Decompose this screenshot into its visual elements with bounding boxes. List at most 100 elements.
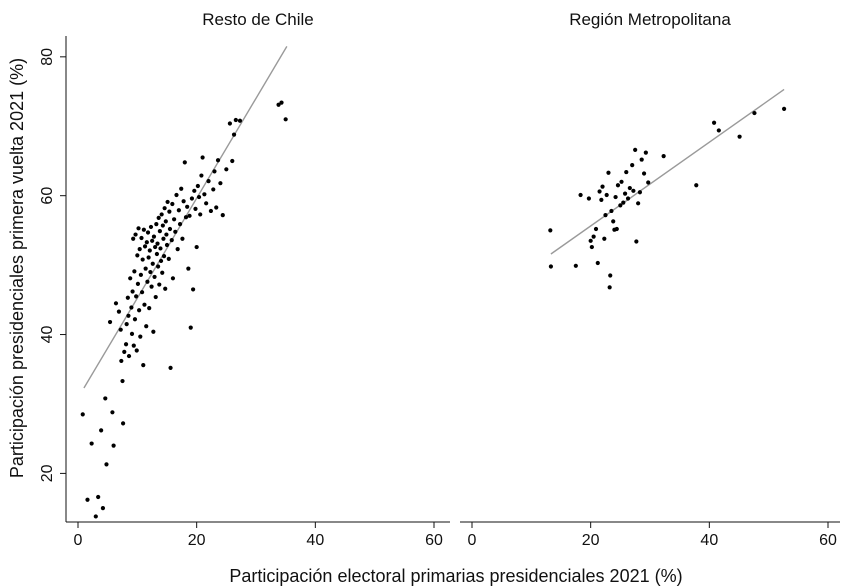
data-point [135, 253, 140, 258]
data-point [149, 284, 154, 289]
data-point [227, 121, 232, 126]
y-tick-label: 60 [39, 187, 56, 205]
data-point [103, 396, 108, 401]
data-point [174, 192, 179, 198]
data-point [199, 173, 204, 178]
data-point [122, 349, 127, 354]
data-point [599, 197, 604, 202]
data-point [224, 167, 229, 172]
data-point [104, 462, 109, 467]
data-point [141, 227, 146, 232]
data-point [195, 183, 200, 189]
data-point [230, 158, 235, 164]
data-point [172, 217, 177, 222]
data-point [175, 247, 180, 252]
data-point [147, 248, 152, 253]
x-tick-label: 0 [468, 532, 477, 549]
panel-title-resto-de-chile: Resto de Chile [202, 10, 314, 29]
data-point [586, 196, 591, 201]
data-point [204, 201, 209, 206]
data-point [85, 497, 90, 502]
data-point [150, 261, 155, 266]
data-point [613, 194, 618, 200]
data-point [752, 110, 757, 116]
data-point [621, 200, 626, 205]
data-point [123, 342, 129, 347]
data-point [170, 201, 175, 207]
right-axis-ticks: 0 20 40 60 [468, 522, 837, 549]
panel-resto-de-chile: Resto de Chile 0 20 40 60 20 40 60 80 [39, 10, 450, 549]
data-point [160, 270, 165, 275]
data-point [154, 222, 159, 227]
data-point [206, 179, 211, 184]
data-point [283, 117, 288, 122]
data-point [603, 213, 608, 218]
data-point [116, 309, 122, 314]
data-point [170, 276, 176, 281]
data-point [138, 272, 143, 277]
data-point [157, 228, 162, 234]
data-point [214, 205, 219, 210]
x-tick-label: 20 [188, 532, 206, 549]
data-point [215, 158, 221, 163]
data-point [181, 199, 186, 204]
data-point [194, 244, 199, 250]
data-point [163, 219, 168, 224]
data-point [182, 160, 187, 165]
data-point [177, 222, 183, 227]
panel-region-metropolitana: Región Metropolitana 0 20 40 60 [460, 10, 840, 549]
data-point [276, 102, 281, 107]
data-point [129, 305, 134, 310]
data-point [168, 365, 173, 370]
data-point [125, 295, 130, 300]
data-point [119, 358, 124, 364]
data-point [187, 213, 192, 218]
data-point [124, 322, 129, 327]
data-point [139, 290, 145, 295]
data-point [637, 190, 643, 195]
points-resto-de-chile [80, 100, 288, 519]
data-point [193, 206, 198, 211]
data-point [578, 192, 583, 198]
data-point [137, 308, 142, 313]
data-point [135, 281, 141, 286]
data-point [196, 194, 202, 200]
data-point [548, 228, 553, 233]
data-point [136, 226, 141, 231]
data-point [164, 232, 169, 237]
data-point [641, 171, 647, 176]
data-point [218, 181, 223, 186]
data-point [611, 219, 616, 224]
data-point [141, 362, 146, 368]
data-point [602, 236, 607, 241]
data-point [618, 203, 623, 208]
data-point [159, 212, 164, 217]
data-point [131, 236, 136, 241]
data-point [153, 294, 158, 300]
data-point [167, 226, 173, 232]
x-tick-label: 0 [74, 532, 83, 549]
data-point [145, 230, 151, 235]
data-point [151, 234, 157, 239]
data-point [173, 229, 178, 234]
data-point [132, 269, 137, 274]
data-point [634, 239, 639, 244]
x-tick-label: 40 [306, 532, 324, 549]
data-point [279, 100, 284, 105]
data-point [212, 169, 217, 174]
data-point [604, 192, 609, 198]
data-point [164, 242, 170, 248]
data-point [211, 187, 216, 192]
data-point [180, 236, 185, 241]
left-axis-ticks: 0 20 40 60 20 40 60 80 [39, 48, 443, 549]
data-point [231, 132, 237, 137]
data-point [134, 294, 139, 299]
data-point [661, 154, 666, 159]
data-point [166, 256, 171, 261]
data-point [694, 183, 699, 188]
data-point [156, 215, 161, 221]
data-point [148, 224, 154, 230]
data-point [113, 301, 119, 306]
data-point [158, 258, 164, 264]
data-point [99, 428, 104, 433]
